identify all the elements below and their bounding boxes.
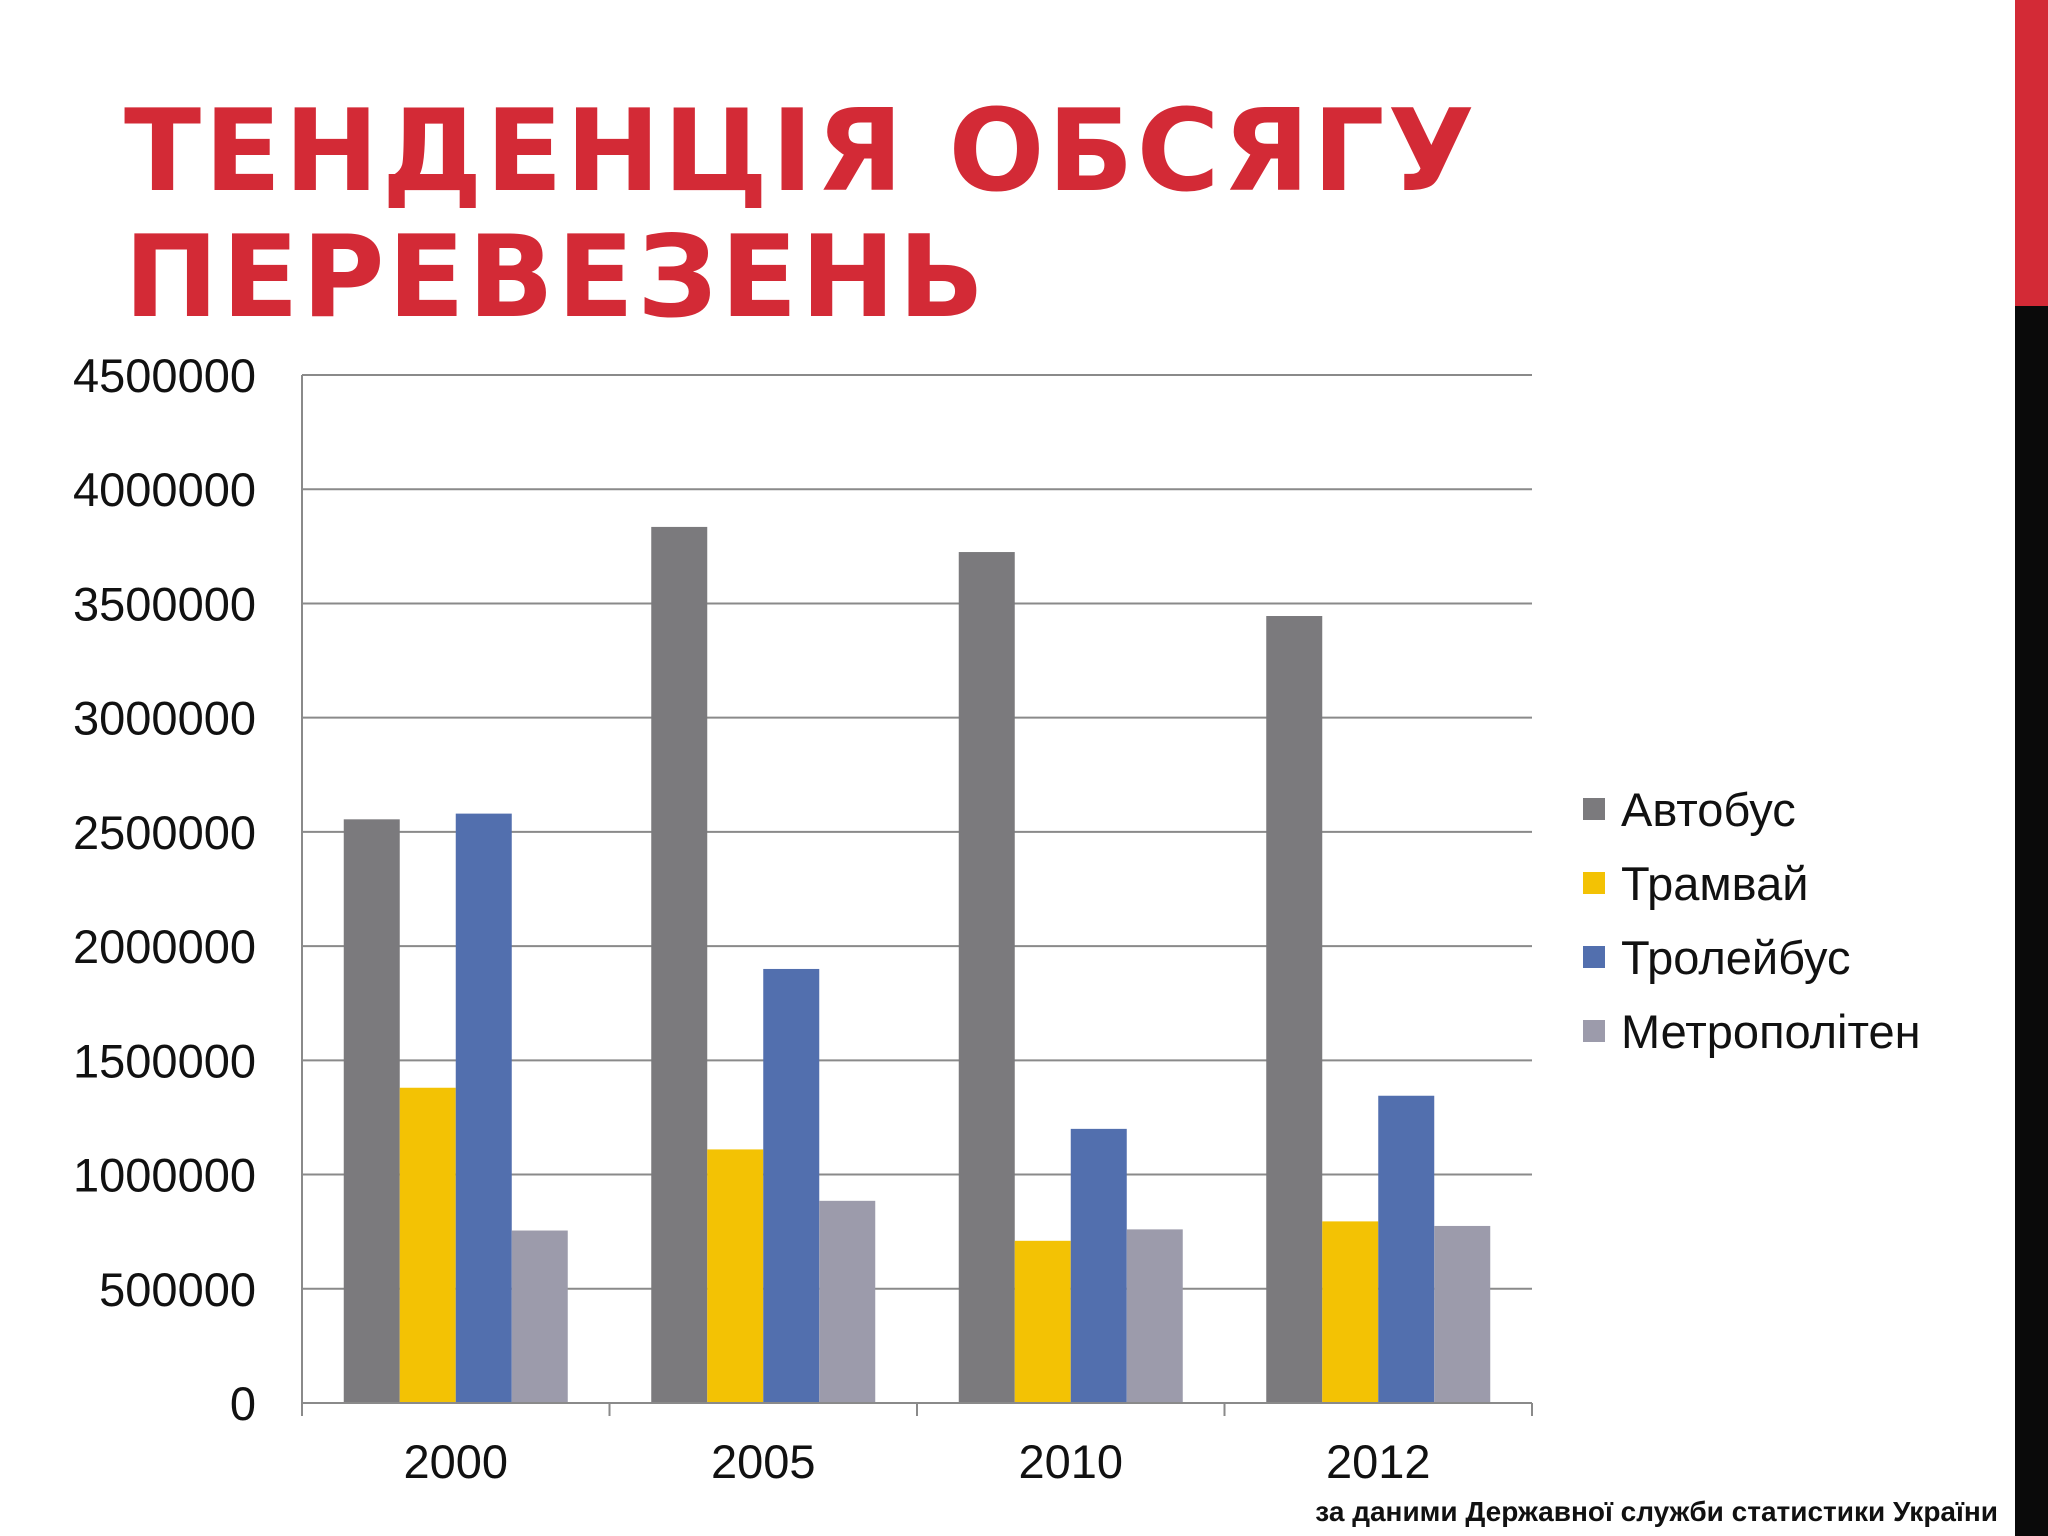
bar — [651, 526, 708, 1403]
y-tick-label: 3500000 — [73, 577, 256, 630]
y-tick-label: 1500000 — [73, 1034, 256, 1087]
bars — [343, 526, 1491, 1403]
y-tick-label: 2000000 — [73, 920, 256, 973]
bar — [763, 968, 820, 1403]
bar — [707, 1149, 764, 1403]
bar — [1070, 1128, 1127, 1403]
x-tick-label: 2000 — [403, 1435, 508, 1488]
x-tick-label: 2010 — [1018, 1435, 1123, 1488]
legend-swatch — [1583, 872, 1605, 894]
bar — [343, 819, 400, 1403]
bar — [455, 813, 512, 1403]
bar — [399, 1087, 456, 1403]
bar — [1322, 1221, 1379, 1403]
legend-label: Трамвай — [1621, 857, 1809, 910]
title-line-2: ПЕРЕВЕЗЕНЬ — [124, 211, 988, 343]
legend: Автобус Трамвай Тролейбус Метрополітен — [1583, 783, 1921, 1058]
bar — [1126, 1229, 1183, 1403]
accent-bar-black — [2015, 306, 2048, 1536]
accent-bar-red — [2015, 0, 2048, 306]
x-tick-label: 2005 — [711, 1435, 816, 1488]
legend-label: Тролейбус — [1621, 931, 1851, 984]
axes — [301, 375, 1533, 1416]
y-tick-label: 1000000 — [73, 1149, 256, 1202]
legend-swatch — [1583, 798, 1605, 820]
source-note: за даними Державної служби статистики Ук… — [1315, 1496, 1998, 1527]
x-axis-tick-labels: 2000 2005 2010 2012 — [403, 1435, 1430, 1488]
legend-label: Автобус — [1621, 783, 1796, 836]
x-tick-label: 2012 — [1326, 1435, 1431, 1488]
legend-swatch — [1583, 1020, 1605, 1042]
y-axis-tick-labels: 0 500000 1000000 1500000 2000000 2500000 30000… — [73, 349, 256, 1430]
slide-title: ТЕНДЕНЦІЯ ОБСЯГУ ПЕРЕВЕЗЕНЬ — [124, 88, 1624, 340]
y-tick-label: 3000000 — [73, 692, 256, 745]
bar — [819, 1200, 876, 1403]
bar — [1434, 1225, 1491, 1403]
y-tick-label: 4500000 — [73, 349, 256, 402]
legend-label: Метрополітен — [1621, 1005, 1921, 1058]
bar — [1266, 616, 1323, 1403]
bar — [958, 552, 1015, 1403]
y-tick-label: 500000 — [99, 1263, 256, 1316]
y-tick-label: 0 — [230, 1377, 256, 1430]
y-tick-label: 4000000 — [73, 463, 256, 516]
bar — [1378, 1095, 1435, 1403]
bar — [1014, 1240, 1071, 1403]
bar — [511, 1230, 568, 1403]
legend-swatch — [1583, 946, 1605, 968]
title-line-1: ТЕНДЕНЦІЯ ОБСЯГУ — [124, 85, 1478, 217]
y-tick-label: 2500000 — [73, 806, 256, 859]
